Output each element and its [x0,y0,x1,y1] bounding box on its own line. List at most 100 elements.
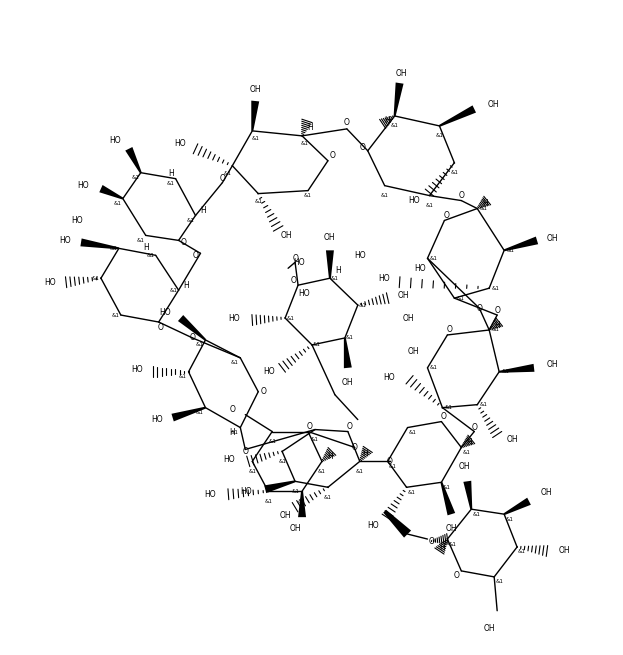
Polygon shape [440,482,455,515]
Text: O: O [459,191,464,200]
Text: OH: OH [445,524,457,533]
Text: O: O [440,412,446,421]
Text: &1: &1 [137,238,145,243]
Text: &1: &1 [224,171,231,176]
Text: &1: &1 [359,303,367,308]
Text: O: O [387,457,392,466]
Text: HO: HO [367,521,379,530]
Text: &1: &1 [311,437,319,442]
Text: HO: HO [59,236,71,245]
Text: O: O [181,238,186,247]
Text: H: H [440,542,445,552]
Text: O: O [347,422,353,431]
Text: &1: &1 [444,405,452,410]
Text: O: O [193,251,199,260]
Text: O: O [447,326,452,335]
Text: H: H [335,266,341,274]
Text: &1: &1 [501,369,509,374]
Text: &1: &1 [264,498,272,504]
Text: H: H [494,320,500,329]
Text: O: O [242,447,248,456]
Text: OH: OH [289,524,301,533]
Text: &1: &1 [187,218,194,223]
Text: &1: &1 [449,542,456,546]
Text: &1: &1 [147,253,155,258]
Text: O: O [290,276,296,285]
Text: &1: &1 [506,248,514,253]
Text: O: O [260,387,266,396]
Text: H: H [467,438,472,447]
Text: OH: OH [559,546,571,555]
Text: O: O [494,306,500,314]
Text: H: H [229,428,235,437]
Polygon shape [80,238,119,250]
Text: HO: HO [354,251,366,260]
Text: &1: &1 [407,490,416,495]
Text: O: O [472,423,477,432]
Text: &1: &1 [251,136,259,141]
Text: O: O [444,211,449,220]
Text: &1: &1 [450,170,459,175]
Text: &1: &1 [278,459,286,464]
Text: &1: &1 [313,343,321,347]
Polygon shape [326,250,334,278]
Text: &1: &1 [472,512,480,517]
Polygon shape [394,83,404,116]
Text: OH: OH [483,624,495,633]
Text: &1: &1 [291,489,299,494]
Text: O: O [429,536,434,546]
Text: O: O [352,443,358,452]
Text: &1: &1 [196,343,204,347]
Text: &1: &1 [495,580,503,584]
Text: HO: HO [224,455,235,464]
Text: &1: &1 [442,485,450,490]
Text: OH: OH [459,462,470,472]
Text: H: H [384,117,389,125]
Text: H: H [327,452,333,461]
Text: &1: &1 [324,495,332,500]
Text: OH: OH [547,234,559,243]
Text: O: O [189,333,196,343]
Text: O: O [477,303,482,312]
Text: &1: &1 [304,193,312,198]
Text: &1: &1 [381,193,389,198]
Text: O: O [219,174,226,183]
Text: OH: OH [408,347,419,356]
Polygon shape [503,498,531,515]
Text: &1: &1 [391,123,399,128]
Text: OH: OH [396,69,407,78]
Text: &1: &1 [505,517,513,521]
Text: OH: OH [487,100,499,109]
Text: H: H [307,123,313,132]
Text: &1: &1 [167,181,174,186]
Text: &1: &1 [518,550,526,555]
Text: &1: &1 [114,201,122,206]
Text: HO: HO [408,196,419,205]
Text: &1: &1 [346,335,354,341]
Text: &1: &1 [298,498,306,504]
Text: HO: HO [414,264,426,272]
Text: HO: HO [109,136,121,145]
Text: &1: &1 [462,450,470,455]
Text: OH: OH [280,231,292,240]
Text: HO: HO [383,373,394,383]
Text: O: O [330,151,336,160]
Text: HO: HO [131,365,143,374]
Text: H: H [168,169,174,178]
Text: O: O [292,253,298,263]
Text: &1: &1 [286,316,294,320]
Text: HO: HO [264,367,275,377]
Text: OH: OH [507,435,519,444]
Text: &1: &1 [356,469,364,474]
Text: &1: &1 [112,312,120,318]
Text: &1: &1 [492,286,499,291]
Text: HO: HO [293,258,305,267]
Text: &1: &1 [301,141,309,146]
Text: H: H [201,206,206,215]
Text: HO: HO [378,274,389,283]
Text: HO: HO [72,216,83,225]
Text: HO: HO [77,181,89,190]
Text: O: O [454,571,459,580]
Text: O: O [307,422,313,431]
Text: &1: &1 [169,288,178,293]
